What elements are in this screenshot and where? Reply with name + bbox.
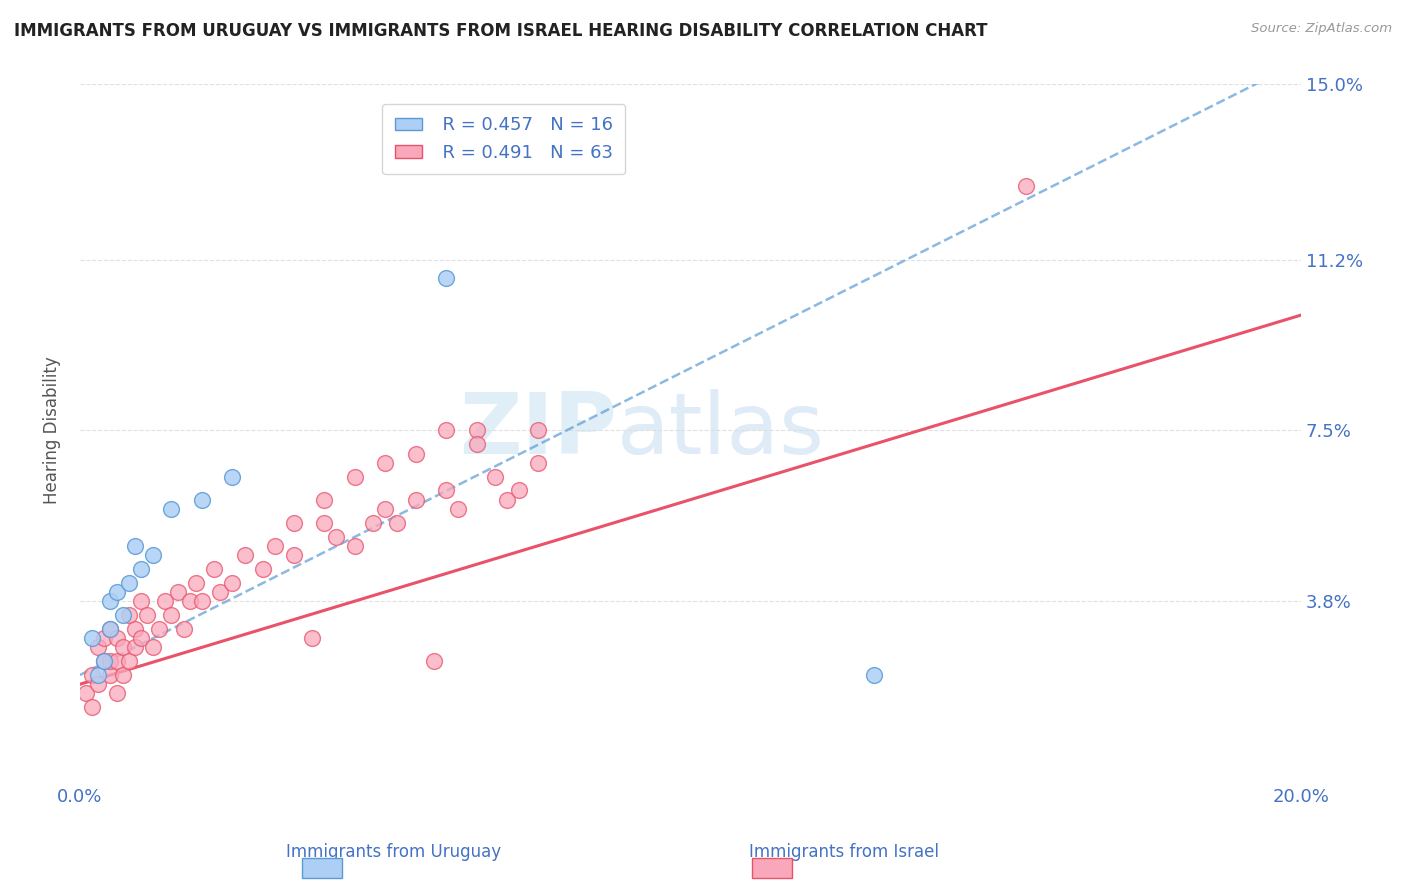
Point: [155, 594, 177, 608]
Point: [105, 585, 128, 599]
Point: [142, 548, 165, 562]
Point: [80, 700, 103, 714]
Point: [221, 575, 243, 590]
Point: [301, 631, 323, 645]
Point: [160, 608, 183, 623]
Point: [111, 668, 134, 682]
Text: Source: ZipAtlas.com: Source: ZipAtlas.com: [1251, 22, 1392, 36]
Point: [136, 608, 159, 623]
Point: [526, 424, 548, 438]
Point: [124, 622, 146, 636]
Point: [118, 575, 141, 590]
Point: [434, 483, 457, 498]
Point: [526, 456, 548, 470]
Point: [202, 562, 225, 576]
Point: [87, 677, 110, 691]
Point: [142, 640, 165, 655]
Point: [496, 492, 519, 507]
Point: [129, 594, 152, 608]
Point: [387, 516, 409, 530]
Point: [87, 640, 110, 655]
Point: [221, 469, 243, 483]
Point: [80, 668, 103, 682]
Point: [447, 502, 470, 516]
Text: ZIP: ZIP: [460, 389, 617, 472]
Point: [361, 516, 384, 530]
Point: [191, 594, 214, 608]
Point: [129, 631, 152, 645]
Point: [118, 654, 141, 668]
Point: [124, 539, 146, 553]
Point: [283, 548, 305, 562]
Text: IMMIGRANTS FROM URUGUAY VS IMMIGRANTS FROM ISRAEL HEARING DISABILITY CORRELATION: IMMIGRANTS FROM URUGUAY VS IMMIGRANTS FR…: [14, 22, 987, 40]
Point: [374, 456, 396, 470]
Point: [93, 654, 115, 668]
Point: [465, 437, 488, 451]
Point: [75, 686, 97, 700]
Point: [100, 622, 122, 636]
Point: [105, 654, 128, 668]
Point: [405, 446, 427, 460]
Legend:   R = 0.457   N = 16,   R = 0.491   N = 63: R = 0.457 N = 16, R = 0.491 N = 63: [382, 103, 626, 174]
Point: [312, 492, 335, 507]
Point: [184, 575, 207, 590]
Point: [93, 654, 115, 668]
Point: [148, 622, 170, 636]
Point: [434, 424, 457, 438]
Point: [111, 640, 134, 655]
Text: Immigrants from Israel: Immigrants from Israel: [748, 843, 939, 861]
Point: [343, 469, 366, 483]
Point: [105, 631, 128, 645]
Point: [465, 424, 488, 438]
Point: [283, 516, 305, 530]
Point: [343, 539, 366, 553]
Point: [434, 271, 457, 285]
Point: [100, 668, 122, 682]
Text: atlas: atlas: [617, 389, 825, 472]
Point: [423, 654, 446, 668]
Point: [252, 562, 274, 576]
Point: [129, 562, 152, 576]
Point: [1015, 178, 1038, 193]
Point: [105, 686, 128, 700]
Point: [124, 640, 146, 655]
Text: Immigrants from Uruguay: Immigrants from Uruguay: [285, 843, 502, 861]
Y-axis label: Hearing Disability: Hearing Disability: [44, 357, 60, 504]
Point: [80, 631, 103, 645]
Point: [173, 622, 195, 636]
Point: [484, 469, 506, 483]
Point: [209, 585, 232, 599]
Point: [179, 594, 201, 608]
Point: [93, 631, 115, 645]
Point: [118, 608, 141, 623]
Point: [100, 594, 122, 608]
Point: [160, 502, 183, 516]
Point: [191, 492, 214, 507]
Point: [862, 668, 884, 682]
Point: [166, 585, 188, 599]
Point: [233, 548, 256, 562]
Point: [111, 608, 134, 623]
Point: [405, 492, 427, 507]
Point: [100, 622, 122, 636]
Point: [87, 668, 110, 682]
Point: [312, 516, 335, 530]
Point: [264, 539, 287, 553]
Point: [374, 502, 396, 516]
Point: [325, 530, 347, 544]
Point: [100, 654, 122, 668]
Point: [508, 483, 530, 498]
